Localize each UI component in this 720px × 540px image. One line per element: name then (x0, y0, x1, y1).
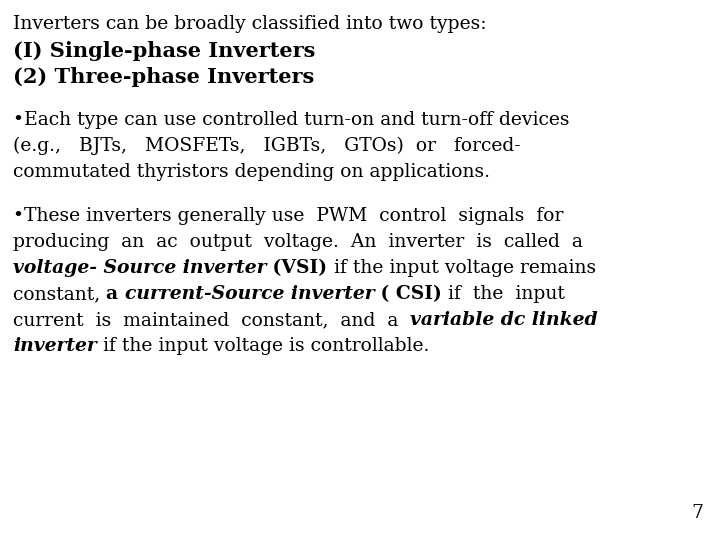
Text: ( CSI): ( CSI) (374, 285, 442, 303)
Text: •Each type can use controlled turn-on and turn-off devices: •Each type can use controlled turn-on an… (13, 111, 570, 129)
Text: voltage- Source inverter: voltage- Source inverter (13, 259, 266, 277)
Text: constant,: constant, (13, 285, 107, 303)
Text: if  the  input: if the input (442, 285, 565, 303)
Text: a: a (107, 285, 125, 303)
Text: if the input voltage remains: if the input voltage remains (328, 259, 595, 277)
Text: producing  an  ac  output  voltage.  An  inverter  is  called  a: producing an ac output voltage. An inver… (13, 233, 583, 251)
Text: commutated thyristors depending on applications.: commutated thyristors depending on appli… (13, 163, 490, 181)
Text: Inverters can be broadly classified into two types:: Inverters can be broadly classified into… (13, 15, 487, 33)
Text: inverter: inverter (13, 337, 96, 355)
Text: (VSI): (VSI) (266, 259, 328, 277)
Text: current  is  maintained  constant,  and  a: current is maintained constant, and a (13, 311, 410, 329)
Text: 7: 7 (691, 504, 703, 522)
Text: if the input voltage is controllable.: if the input voltage is controllable. (96, 337, 429, 355)
Text: (I) Single-phase Inverters: (I) Single-phase Inverters (13, 41, 315, 61)
Text: •These inverters generally use  PWM  control  signals  for: •These inverters generally use PWM contr… (13, 207, 563, 225)
Text: (e.g.,   BJTs,   MOSFETs,   IGBTs,   GTOs)  or   forced-: (e.g., BJTs, MOSFETs, IGBTs, GTOs) or fo… (13, 137, 521, 156)
Text: variable dc linked: variable dc linked (410, 311, 598, 329)
Text: (2) Three-phase Inverters: (2) Three-phase Inverters (13, 67, 314, 87)
Text: current-Source inverter: current-Source inverter (125, 285, 374, 303)
